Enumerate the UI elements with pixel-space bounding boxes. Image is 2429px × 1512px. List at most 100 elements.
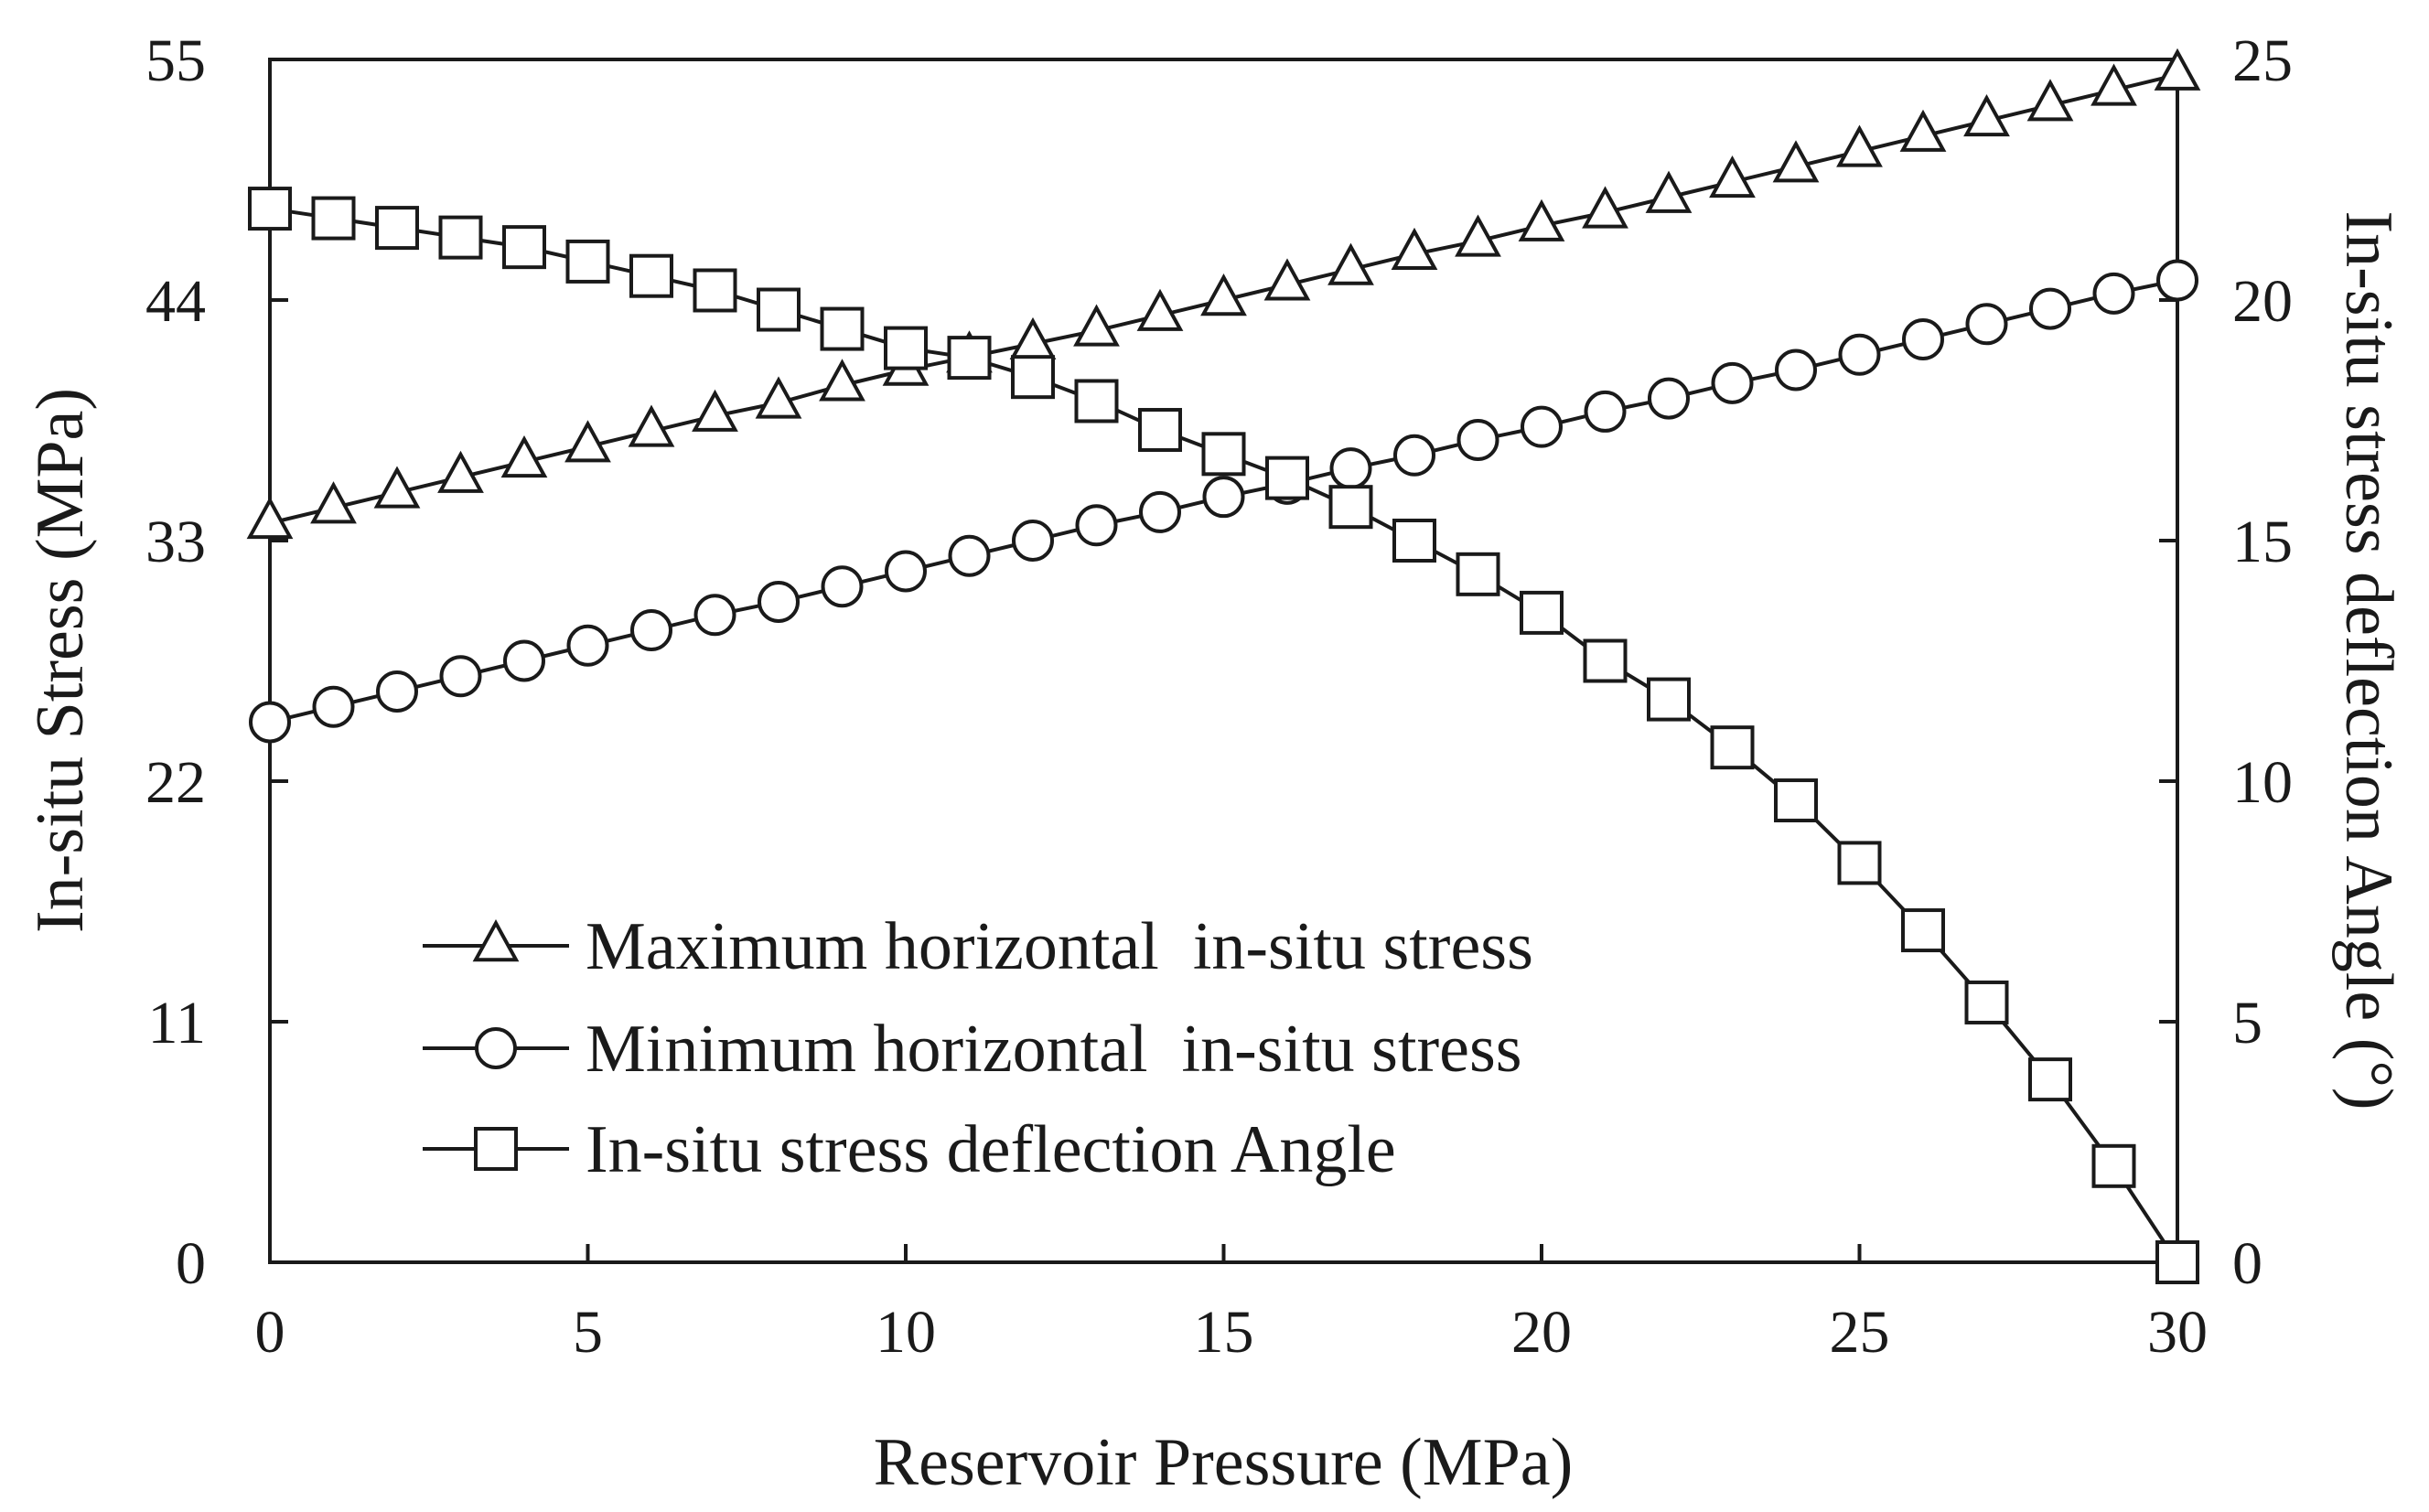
data-point-triangle: [1136, 288, 1184, 331]
data-point-square: [1520, 590, 1564, 635]
data-point-square: [1074, 379, 1119, 424]
x-tick-label: 30: [2147, 1299, 2208, 1366]
data-point-triangle: [819, 359, 865, 402]
data-point-square: [2155, 1240, 2199, 1284]
data-point-triangle: [1582, 186, 1628, 229]
data-point-square: [947, 336, 992, 381]
y-axis-ticks: 0 11 22 33 44 55: [145, 27, 288, 1297]
data-point-circle: [758, 580, 800, 623]
data-point-triangle: [1518, 198, 1565, 241]
data-point-triangle: [628, 404, 675, 447]
y-tick-label: 22: [145, 749, 206, 816]
data-point-triangle: [1899, 109, 1947, 152]
y2-tick-label: 0: [2232, 1230, 2262, 1297]
y2-tick-label: 15: [2232, 509, 2293, 575]
data-point-triangle: [2090, 63, 2137, 106]
data-point-circle: [1075, 504, 1118, 547]
data-point-square: [1583, 638, 1628, 683]
data-point-square: [375, 206, 419, 251]
data-point-square: [1901, 908, 1945, 953]
data-point-square: [1710, 725, 1755, 770]
legend-item: Maximum horizontal in-situ stress: [423, 909, 1533, 984]
legend-marker-triangle: [472, 919, 520, 962]
data-point-circle: [948, 534, 991, 577]
data-point-square: [1201, 432, 1246, 477]
data-point-circle: [2092, 272, 2135, 315]
data-point-square: [565, 239, 610, 284]
data-point-circle: [1775, 349, 1817, 391]
data-point-triangle: [1327, 242, 1374, 285]
legend-marker-circle: [475, 1027, 517, 1069]
data-point-circle: [1838, 333, 1881, 376]
data-point-circle: [1965, 303, 2008, 346]
y-tick-label: 11: [147, 990, 206, 1056]
data-point-triangle: [1772, 140, 1820, 183]
x-tick-label: 0: [255, 1299, 285, 1366]
data-point-circle: [1393, 434, 1435, 477]
data-point-square: [2028, 1057, 2072, 1102]
data-point-square: [1837, 841, 1882, 885]
y-axis-title: In-situ Stress (MPa): [23, 388, 98, 933]
data-point-triangle: [1455, 214, 1501, 257]
data-point-circle: [1648, 377, 1690, 420]
legend-label: Maximum horizontal in-situ stress: [586, 909, 1533, 984]
data-point-circle: [1139, 490, 1181, 533]
data-point-triangle: [564, 420, 611, 463]
data-point-triangle: [2154, 48, 2201, 91]
data-point-circle: [503, 639, 545, 682]
legend-item: Minimum horizontal in-situ stress: [423, 1012, 1522, 1087]
data-point-square: [248, 187, 292, 231]
y-tick-label: 55: [145, 27, 206, 94]
series-line-square: [269, 207, 2179, 1264]
data-point-circle: [821, 565, 864, 608]
data-point-square: [1011, 355, 1055, 400]
y2-tick-label: 20: [2232, 268, 2293, 335]
data-point-circle: [630, 609, 672, 652]
legend: Maximum horizontal in-situ stress Minimum…: [423, 909, 1533, 1187]
data-point-circle: [2029, 287, 2071, 330]
data-point-square: [757, 287, 801, 332]
data-point-triangle: [1645, 170, 1693, 213]
data-point-triangle: [310, 481, 357, 524]
data-point-triangle: [755, 376, 802, 419]
data-point-circle: [1521, 405, 1563, 448]
data-point-square: [2091, 1143, 2136, 1188]
y-tick-label: 0: [176, 1230, 206, 1297]
x-tick-label: 10: [876, 1299, 936, 1366]
data-point-circle: [885, 550, 927, 593]
data-point-square: [884, 326, 928, 370]
data-point-square: [1328, 485, 1373, 530]
x-tick-label: 5: [573, 1299, 603, 1366]
data-point-circle: [1456, 419, 1499, 462]
data-point-square: [502, 225, 546, 270]
data-point-triangle: [1200, 273, 1247, 316]
data-point-circle: [693, 594, 736, 637]
data-point-circle: [1202, 476, 1245, 519]
x-tick-label: 25: [1830, 1299, 1890, 1366]
data-point-circle: [566, 624, 609, 667]
data-point-circle: [1902, 318, 1944, 361]
data-point-square: [1964, 980, 2009, 1024]
series-square: [248, 187, 2199, 1284]
legend-label: In-situ stress deflection Angle: [586, 1112, 1396, 1187]
data-point-circle: [376, 670, 418, 713]
data-point-triangle: [246, 496, 294, 540]
data-point-triangle: [1073, 304, 1120, 347]
data-point-square: [438, 215, 483, 260]
data-point-square: [1774, 778, 1818, 823]
data-point-circle: [439, 655, 482, 698]
legend-label: Minimum horizontal in-situ stress: [586, 1012, 1522, 1087]
data-point-square: [1138, 408, 1182, 453]
data-point-square: [1265, 456, 1309, 500]
data-point-circle: [2156, 259, 2198, 302]
x-axis-ticks: 0 5 10 15 20 25 30: [255, 1244, 2208, 1366]
data-point-triangle: [692, 389, 738, 432]
data-point-circle: [1329, 447, 1372, 490]
y-tick-label: 33: [145, 509, 206, 575]
data-point-circle: [1584, 390, 1627, 433]
y2-axis-ticks: 0 5 10 15 20 25: [2159, 27, 2293, 1297]
y2-tick-label: 10: [2232, 749, 2293, 816]
y-tick-label: 44: [145, 268, 206, 335]
data-point-square: [629, 253, 673, 298]
